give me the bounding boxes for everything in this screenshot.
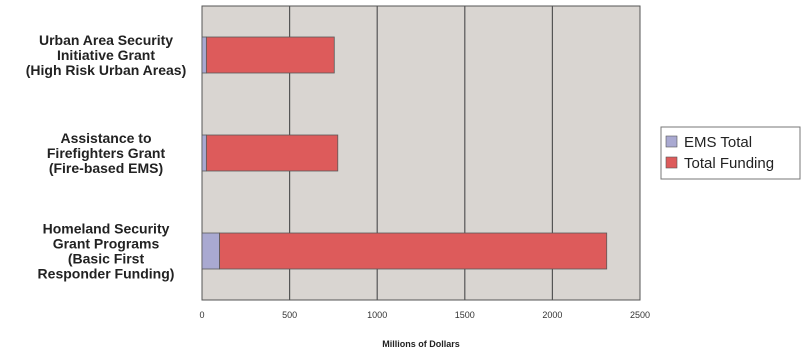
legend: EMS Total Total Funding	[660, 126, 801, 180]
category-label-line: Firefighters Grant	[47, 145, 166, 161]
x-axis-title: Millions of Dollars	[382, 339, 460, 349]
x-tick-label: 0	[199, 310, 204, 320]
category-label-line: Grant Programs	[53, 236, 160, 252]
legend-swatch-ems-total	[665, 135, 678, 148]
x-tick-label: 500	[282, 310, 297, 320]
bar-ems-total	[201, 134, 207, 172]
legend-box	[660, 126, 801, 180]
legend-label-ems-total: EMS Total	[684, 134, 752, 151]
category-label: Homeland Security Grant Programs (Basic Fi…	[38, 221, 175, 282]
bars	[201, 36, 608, 270]
x-tick-label: 2000	[542, 310, 562, 320]
category-label-line: Homeland Security	[43, 221, 170, 237]
bar-ems-total	[201, 36, 207, 74]
category-label-line: (Basic First	[68, 251, 145, 267]
category-label: Assistance to Firefighters Grant (Fire-bas…	[47, 130, 166, 176]
category-labels: Urban Area Security Initiative Grant (High…	[26, 32, 187, 282]
category-label-line: Assistance to	[60, 130, 151, 146]
legend-swatch-total-funding	[665, 156, 678, 169]
bar-total-funding	[219, 232, 608, 270]
category-label: Urban Area Security Initiative Grant (High…	[26, 32, 187, 78]
bar-total-funding	[205, 36, 335, 74]
bar-total-funding	[205, 134, 339, 172]
x-tick-label: 2500	[630, 310, 650, 320]
category-label-line: (High Risk Urban Areas)	[26, 62, 187, 78]
category-label-line: Urban Area Security	[39, 32, 173, 48]
category-label-line: Responder Funding)	[38, 266, 175, 282]
x-tick-label: 1500	[455, 310, 475, 320]
category-label-line: (Fire-based EMS)	[49, 160, 163, 176]
bar-ems-total	[201, 232, 220, 270]
x-tick-labels: 0 500 1000 1500 2000 2500	[199, 310, 650, 320]
legend-label-total-funding: Total Funding	[684, 155, 774, 172]
x-tick-label: 1000	[367, 310, 387, 320]
category-label-line: Initiative Grant	[57, 47, 155, 63]
